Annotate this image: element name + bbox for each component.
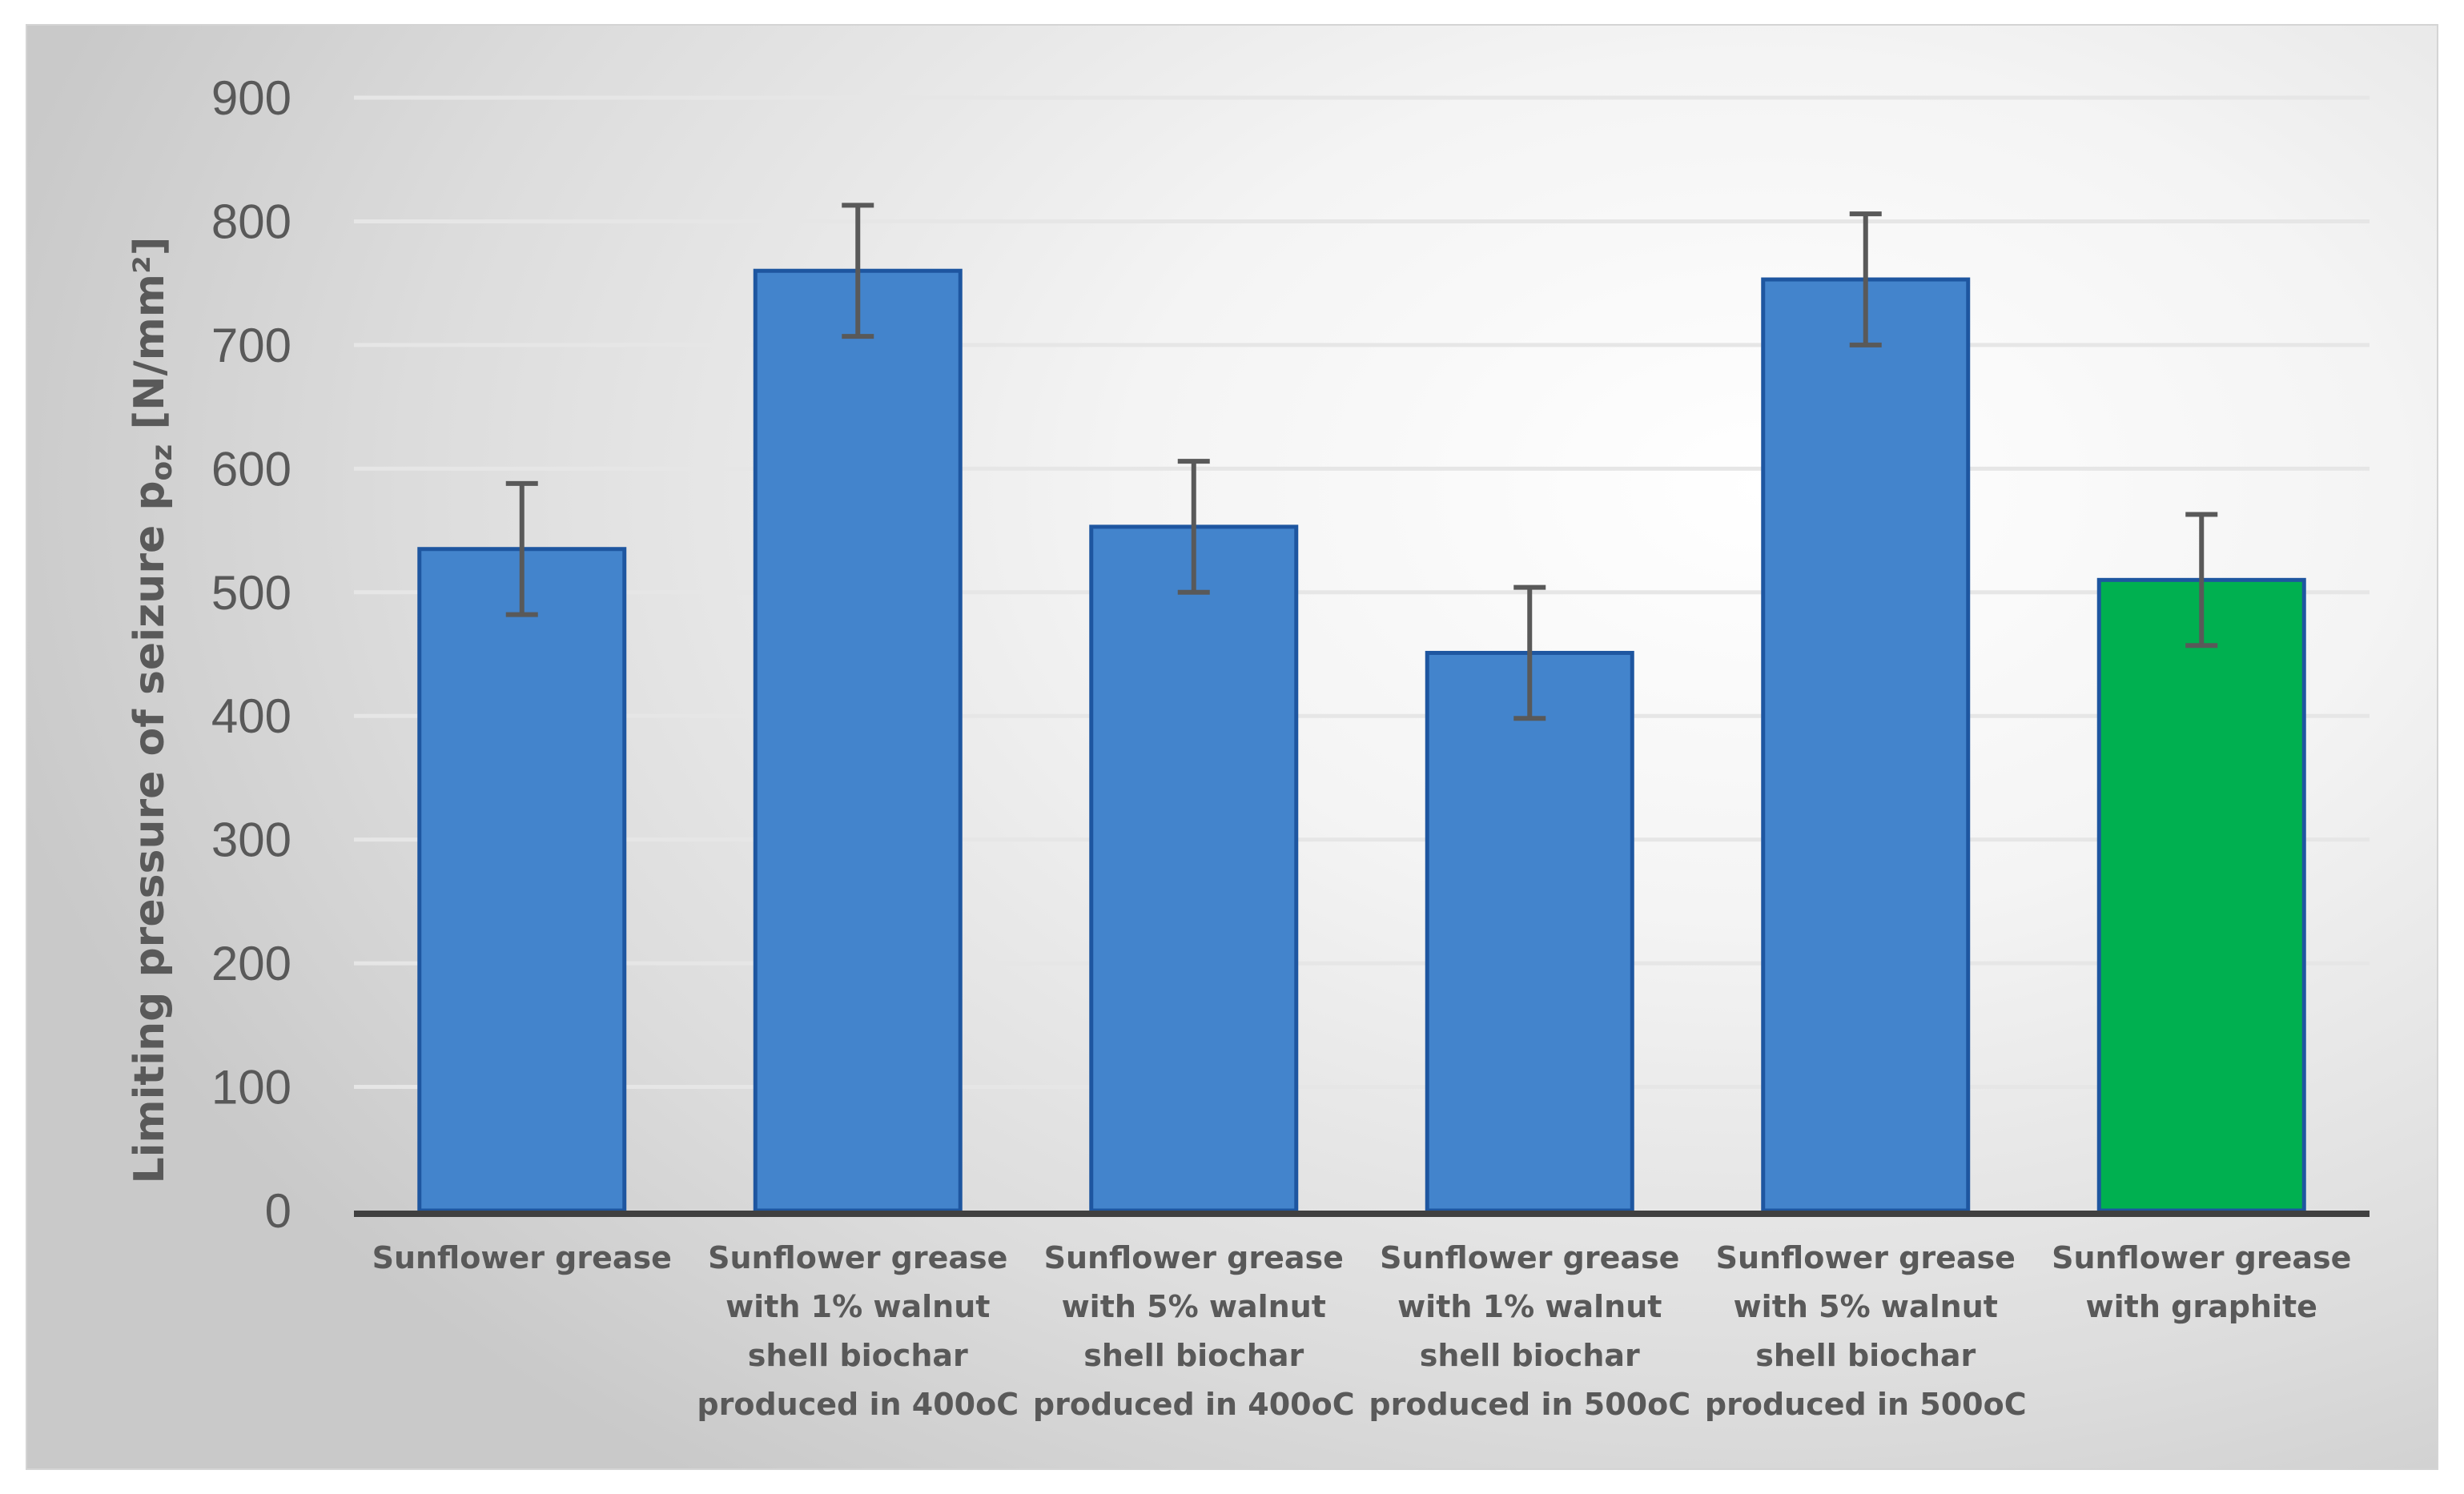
bar [1761,277,1971,1213]
bar [417,547,627,1213]
category-label-line: shell biochar [1083,1338,1304,1373]
category-label-line: Sunflower grease [372,1240,672,1275]
bar [1089,524,1299,1213]
category-label-line: Sunflower grease [708,1240,1007,1275]
category-label-line: Sunflower grease [2052,1240,2351,1275]
category-label-line: with 5% walnut [1734,1289,1998,1324]
y-tick-label: 100 [211,1061,291,1114]
category-label-line: with 1% walnut [726,1289,990,1324]
y-tick-label: 300 [211,813,291,867]
category-label-line: with 5% walnut [1062,1289,1326,1324]
y-axis-title-subscript: oz [146,444,179,481]
category-labels: Sunflower grease Sunflower grease with 1% … [372,1240,2352,1422]
category-label: Sunflower grease with graphite [2052,1240,2351,1324]
y-tick-label: 200 [211,937,291,990]
category-label-line: shell biochar [748,1338,968,1373]
category-label-line: produced in 500oC [1369,1387,1690,1422]
y-tick-label: 800 [211,195,291,248]
bar [1425,650,1634,1213]
category-label: Sunflower grease [372,1240,672,1275]
y-tick-labels: 0 100 200 300 400 500 600 700 800 900 [211,71,291,1238]
y-tick-label: 0 [265,1184,291,1238]
error-bars [505,203,2218,721]
category-label-line: Sunflower grease [1716,1240,2016,1275]
bars [417,268,2306,1213]
bar [753,268,963,1213]
category-label-line: with 1% walnut [1397,1289,1662,1324]
category-label: Sunflower grease with 5% walnut shell bioc… [1033,1240,1355,1422]
y-tick-label: 900 [211,71,291,125]
category-label-line: shell biochar [1755,1338,1976,1373]
y-tick-label: 700 [211,319,291,372]
y-axis-title: Limiting pressure of seizure poz [N/mm²] [126,236,179,1183]
y-tick-label: 500 [211,566,291,620]
bar [2096,577,2306,1213]
category-label-line: Sunflower grease [1380,1240,1679,1275]
category-label-line: produced in 400oC [697,1387,1019,1422]
y-tick-label: 400 [211,689,291,743]
category-label-line: produced in 400oC [1033,1387,1355,1422]
y-axis-title-unit: [N/mm²] [126,236,174,444]
category-label-line: Sunflower grease [1044,1240,1344,1275]
category-label-line: shell biochar [1420,1338,1640,1373]
bar-chart: 0 100 200 300 400 500 600 700 800 900 Sunflower g… [126,71,2370,1422]
category-label-line: produced in 500oC [1705,1387,2027,1422]
chart-frame: 0 100 200 300 400 500 600 700 800 900 Sunflower g… [26,24,2438,1470]
y-tick-label: 600 [211,442,291,496]
y-axis-title-main: Limiting pressure of seizure p [126,480,174,1183]
gridlines [354,95,2370,1090]
category-label: Sunflower grease with 1% walnut shell bioc… [697,1240,1019,1422]
category-label-line: with graphite [2086,1289,2317,1324]
category-label: Sunflower grease with 1% walnut shell bioc… [1369,1240,1690,1422]
category-label: Sunflower grease with 5% walnut shell bioc… [1705,1240,2027,1422]
